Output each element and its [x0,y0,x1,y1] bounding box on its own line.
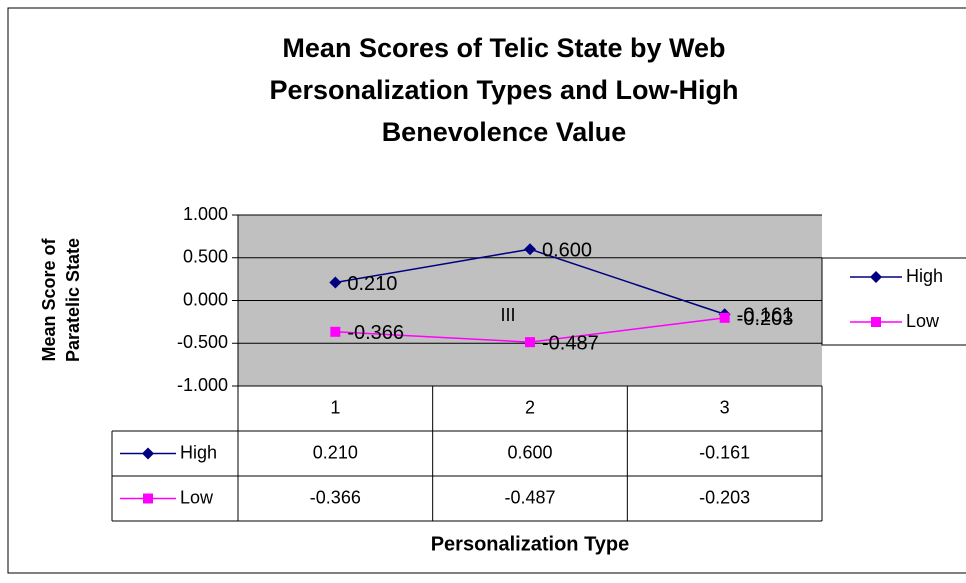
table-cell: 0.600 [507,442,552,462]
data-label: -0.161 [737,305,794,327]
table-row-label: Low [180,487,214,507]
data-label: -0.366 [347,322,404,344]
y-axis-label: Paratelic State [63,238,83,362]
data-point [329,276,342,289]
table-legend-key [143,493,153,504]
data-label: -0.203 [737,308,794,330]
data-point [525,337,535,348]
table-row-label: High [180,442,217,462]
annotation: III [500,305,515,325]
legend-label: High [906,266,943,286]
table-cell: 0.210 [313,442,358,462]
x-tick-label: 3 [720,397,730,417]
y-axis-label: Mean Score of [39,237,59,361]
x-tick-label: 1 [330,397,340,417]
legend-label: Low [906,311,940,331]
data-point [330,326,341,337]
table-cell: -0.366 [310,487,361,507]
data-label: -0.487 [542,332,599,354]
x-axis-label: Personalization Type [431,533,630,555]
y-tick-label: 0.500 [183,247,228,267]
data-label: 0.600 [542,239,592,261]
table-cell: -0.487 [504,487,555,507]
chart-title: Mean Scores of Telic State by Web [282,33,725,63]
data-point [524,243,536,256]
legend-frame [821,257,966,346]
table-legend-key [142,447,154,460]
y-tick-label: -0.500 [177,332,228,352]
y-tick-label: 0.000 [183,289,228,309]
table-cell: -0.203 [699,487,750,507]
x-tick-label: 2 [525,397,535,417]
data-label: 0.210 [347,273,397,295]
chart-title: Benevolence Value [382,117,627,147]
chart-title: Personalization Types and Low-High [269,75,738,105]
y-tick-label: 1.000 [183,204,228,224]
legend-key [871,317,881,327]
table-cell: -0.161 [699,442,750,462]
legend-key [870,271,882,283]
y-tick-label: -1.000 [177,375,228,395]
data-point [719,312,730,323]
